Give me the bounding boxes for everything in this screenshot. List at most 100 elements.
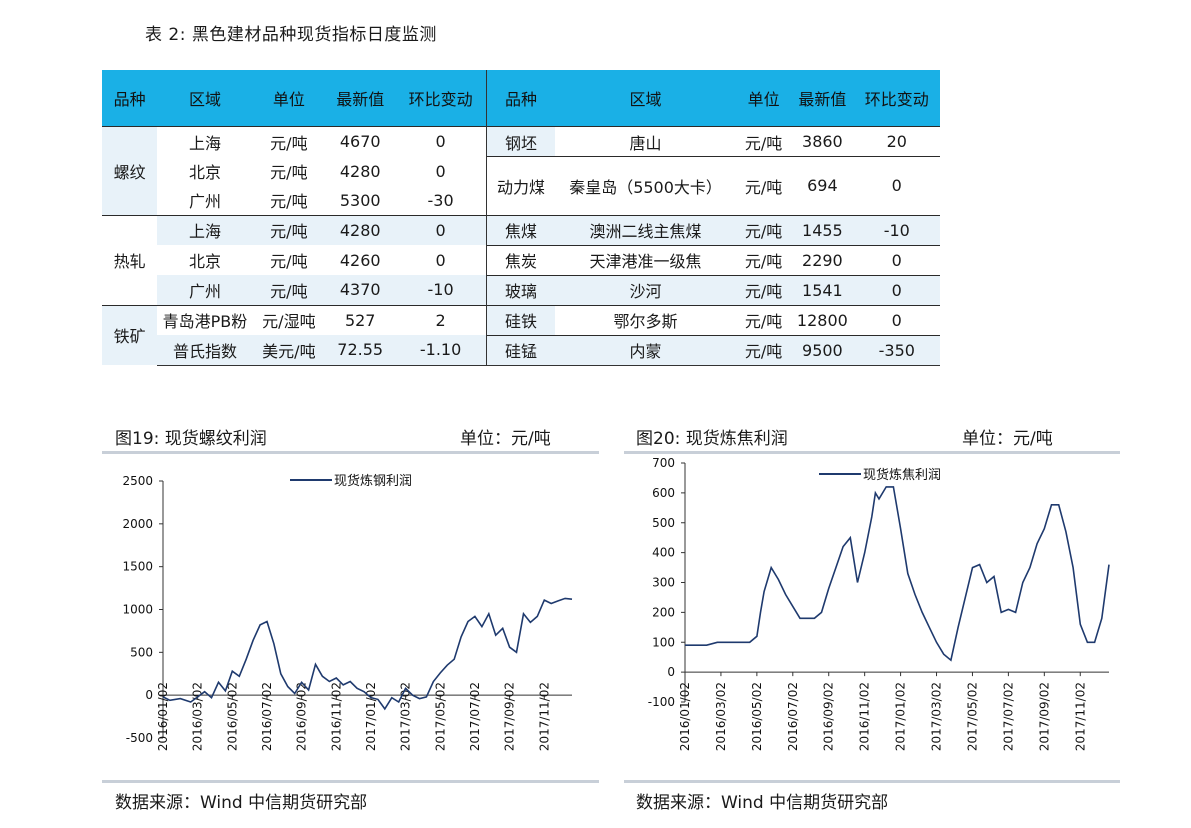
series-line <box>685 486 1110 662</box>
x-tick-label: 2017/07/02 <box>1001 682 1015 751</box>
x-tick-label: 2016/05/02 <box>225 682 239 751</box>
header-cell: 最新值 <box>791 70 854 127</box>
x-tick-label: 2016/01/02 <box>156 682 170 751</box>
table-cell: 澳洲二线主焦煤 <box>555 214 736 245</box>
y-tick-label: 1500 <box>122 560 153 574</box>
table-cell: 元/吨 <box>735 274 792 305</box>
table-row: 螺纹 上海 元/吨 4670 0 钢坯 唐山 元/吨 3860 20 <box>102 126 940 215</box>
x-tick-label: 2017/05/02 <box>965 682 979 751</box>
header-cell: 品种 <box>102 70 158 127</box>
table-cell: 0 <box>853 156 940 215</box>
table-cell: 0 <box>395 245 487 275</box>
header-cell: 单位 <box>252 70 326 127</box>
data-table: 品种 区域 单位 最新值 环比变动 品种 区域 单位 最新值 环比变动 螺纹 上… <box>102 70 940 366</box>
header-cell: 环比变动 <box>395 70 487 127</box>
series-line <box>162 597 573 711</box>
table-cell: 玻璃 <box>486 274 556 305</box>
y-tick-label: 500 <box>130 645 153 659</box>
chart-right: 700 600 500 400 300 200 100 0 -100 2016/01/02 2016… <box>648 456 1110 751</box>
group-name: 螺纹 <box>102 126 158 215</box>
x-tick-label: 2017/01/02 <box>364 682 378 751</box>
chart-right-unit: 单位：元/吨 <box>962 429 1053 449</box>
table-cell: 唐山 <box>555 126 736 157</box>
table-cell: 4280 <box>339 161 381 181</box>
table-row: 热轧 上海 元/吨 4280 0 焦煤 澳洲二线主焦煤 元/吨 1455 -10 <box>102 214 940 305</box>
x-tick-label: 2017/09/02 <box>1037 682 1051 751</box>
chart-left: 2500 2000 1500 1000 500 0 -500 2016/01/02 2016/0… <box>122 473 573 751</box>
x-tick-label: 2017/05/02 <box>433 682 447 751</box>
table-cell: -10 <box>853 214 940 245</box>
y-tick-label: 1000 <box>122 603 153 617</box>
table-cell: 0 <box>853 244 940 275</box>
table-cell: 20 <box>853 126 940 157</box>
x-tick-label: 2017/01/02 <box>894 682 908 751</box>
table-cell: 广州 <box>188 192 221 211</box>
table-cell: 上海 <box>157 214 253 245</box>
chart-left-title: 图19: 现货螺纹利润 <box>115 429 267 449</box>
table-cell: 72.55 <box>325 335 396 366</box>
chart-right-bottom-rule <box>624 780 1120 783</box>
table-cell: 焦炭 <box>486 244 556 275</box>
x-tick-label: 2016/05/02 <box>750 682 764 751</box>
table-cell: 2 <box>395 304 487 335</box>
table-cell: 0 <box>853 304 940 335</box>
table-cell: 天津港准一级焦 <box>555 244 736 275</box>
table-cell: 527 <box>325 304 396 335</box>
y-tick-label: 600 <box>652 486 675 500</box>
table-cell: 5300 <box>339 190 381 210</box>
table-cell: 广州 <box>157 275 253 305</box>
table-cell: 元/吨 <box>252 214 326 245</box>
legend-label: 现货炼钢利润 <box>334 473 412 489</box>
table-cell: 694 <box>791 156 854 215</box>
header-cell: 单位 <box>735 70 792 127</box>
table-cell: 9500 <box>791 334 854 366</box>
x-tick-label: 2017/11/02 <box>1073 682 1087 751</box>
x-tick-label: 2017/11/02 <box>537 682 551 751</box>
table-cell: 元/吨 <box>252 126 326 157</box>
table-row: 广州 元/吨 4370 -10 玻璃 沙河 元/吨 1541 0 <box>102 274 940 305</box>
header-cell: 区域 <box>157 70 253 127</box>
table-cell: 内蒙 <box>555 334 736 366</box>
chart-left-top-rule <box>102 451 599 454</box>
table-cell: 元/吨 <box>735 214 792 245</box>
table-cell: 北京 <box>188 163 221 182</box>
table-cell: 钢坯 <box>486 126 556 157</box>
table-cell: 2290 <box>791 244 854 275</box>
table-cell: 4670 <box>325 126 396 157</box>
chart-left-bottom-rule <box>102 780 599 783</box>
table-cell: 焦煤 <box>486 214 556 245</box>
x-tick-label: 2016/11/02 <box>858 682 872 751</box>
y-tick-label: 0 <box>667 665 675 679</box>
table-row: 广州 元/吨 5300 -30 <box>102 185 940 215</box>
table-cell: 鄂尔多斯 <box>555 304 736 335</box>
table-cell: 3860 <box>791 126 854 157</box>
table-cell: -350 <box>853 334 940 366</box>
table-cell: 秦皇岛（5500大卡） <box>555 156 736 215</box>
table-cell: 元/吨 <box>270 252 308 271</box>
table-cell: 4370 <box>325 275 396 305</box>
y-tick-label: -500 <box>126 731 153 745</box>
group-name: 热轧 <box>102 214 158 305</box>
table-cell: 硅铁 <box>486 304 556 335</box>
header-cell: 最新值 <box>325 70 396 127</box>
chart-left-unit: 单位：元/吨 <box>460 429 551 449</box>
table-cell: 0 <box>853 274 940 305</box>
table-row: 北京 元/吨 4280 0 动力煤 秦皇岛（5500大卡） 元/吨 694 0 <box>102 156 940 215</box>
legend-label: 现货炼焦利润 <box>863 467 941 483</box>
chart-right-top-rule <box>624 451 1120 454</box>
header-cell: 环比变动 <box>853 70 940 127</box>
table-cell: -30 <box>395 185 487 215</box>
y-tick-label: 700 <box>652 456 675 470</box>
x-tick-label: 2017/03/02 <box>399 682 413 751</box>
table-cell: 上海 <box>157 126 253 157</box>
table-row: 普氏指数 美元/吨 72.55 -1.10 硅锰 内蒙 元/吨 9500 -35… <box>102 334 940 366</box>
table-cell: 元/吨 <box>270 192 308 211</box>
table-cell: 硅锰 <box>486 334 556 366</box>
x-tick-label: 2016/09/02 <box>295 682 309 751</box>
table-cell: 0 <box>395 214 487 245</box>
table-cell: -10 <box>395 275 487 305</box>
table-cell: 0 <box>395 156 487 186</box>
table-cell: 美元/吨 <box>252 335 326 366</box>
table-cell: 4280 <box>325 214 396 245</box>
table-cell: 普氏指数 <box>157 335 253 366</box>
